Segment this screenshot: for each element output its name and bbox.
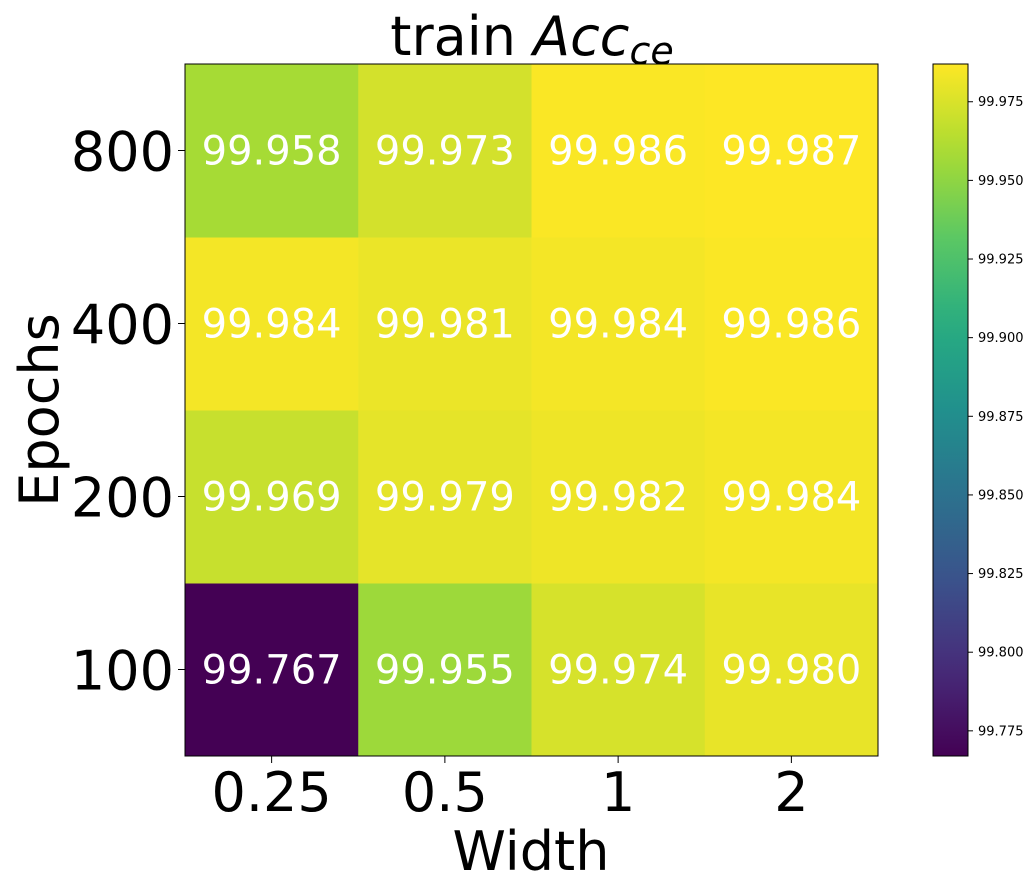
cell-value-label: 99.986 (548, 129, 688, 175)
heatmap-cell (531, 237, 706, 411)
x-tick-label: 0.25 (212, 761, 332, 824)
colorbar-tick-label: 99.875 (978, 410, 1024, 425)
colorbar-tick-label: 99.775 (978, 724, 1024, 739)
colorbar-tick-label: 99.850 (978, 488, 1024, 503)
y-axis-ticks: 100 200 400 800 (71, 121, 185, 703)
x-axis-label: Width (453, 820, 610, 883)
heatmap-cell (185, 237, 359, 411)
cell-value-label: 99.767 (202, 648, 342, 694)
cell-value-label: 99.984 (548, 302, 688, 348)
heatmap-cell (704, 237, 879, 411)
cell-value-label: 99.958 (202, 129, 342, 175)
colorbar (932, 63, 969, 757)
y-tick-label: 100 (71, 640, 174, 703)
heatmap-cell (358, 64, 532, 238)
x-axis-ticks: 0.25 0.5 1 2 (212, 756, 809, 824)
x-tick-label: 1 (601, 761, 635, 824)
cell-value-label: 99.974 (548, 648, 688, 694)
x-tick-label: 0.5 (402, 761, 488, 824)
heatmap-cell (531, 410, 706, 584)
colorbar-tick-label: 99.975 (978, 95, 1024, 110)
y-tick-label: 800 (71, 121, 174, 184)
heatmap-cell (531, 64, 706, 238)
chart-title: train Accce (390, 5, 673, 73)
colorbar-ticks: 99.775 99.800 99.825 99.850 99.875 99.900 99.9… (968, 95, 1024, 739)
cell-value-label: 99.986 (721, 302, 861, 348)
heatmap-cells (185, 64, 879, 757)
heatmap-cell (185, 583, 359, 757)
plot-frame (184, 63, 879, 757)
x-tick-label: 2 (774, 761, 808, 824)
cell-value-label: 99.981 (375, 302, 515, 348)
y-axis-label: Epochs (8, 313, 71, 506)
heatmap-cell (358, 410, 532, 584)
cell-value-label: 99.973 (375, 129, 515, 175)
colorbar-tick-label: 99.800 (978, 646, 1024, 661)
heatmap-cell (704, 64, 879, 238)
heatmap-cell (531, 583, 706, 757)
colorbar-tick-label: 99.950 (978, 174, 1024, 189)
heatmap-cell (358, 583, 532, 757)
heatmap-cell (704, 583, 879, 757)
cell-value-label: 99.982 (548, 475, 688, 521)
heatmap-cell (358, 237, 532, 411)
cell-value-label: 99.969 (202, 475, 342, 521)
cell-value-label: 99.984 (202, 302, 342, 348)
y-tick-label: 400 (71, 294, 174, 357)
heatmap-cell (704, 410, 879, 584)
cell-value-label: 99.987 (721, 129, 861, 175)
heatmap-cell-labels: 99.767 99.955 99.974 99.980 99.969 99.979 99.9… (202, 129, 862, 694)
cell-value-label: 99.979 (375, 475, 515, 521)
heatmap-cell (185, 64, 359, 238)
colorbar-tick-label: 99.825 (978, 567, 1024, 582)
colorbar-tick-label: 99.925 (978, 253, 1024, 268)
cell-value-label: 99.980 (721, 648, 861, 694)
heatmap-cell (185, 410, 359, 584)
y-tick-label: 200 (71, 467, 174, 530)
cell-value-label: 99.984 (721, 475, 861, 521)
cell-value-label: 99.955 (375, 648, 515, 694)
colorbar-tick-label: 99.900 (978, 331, 1024, 346)
